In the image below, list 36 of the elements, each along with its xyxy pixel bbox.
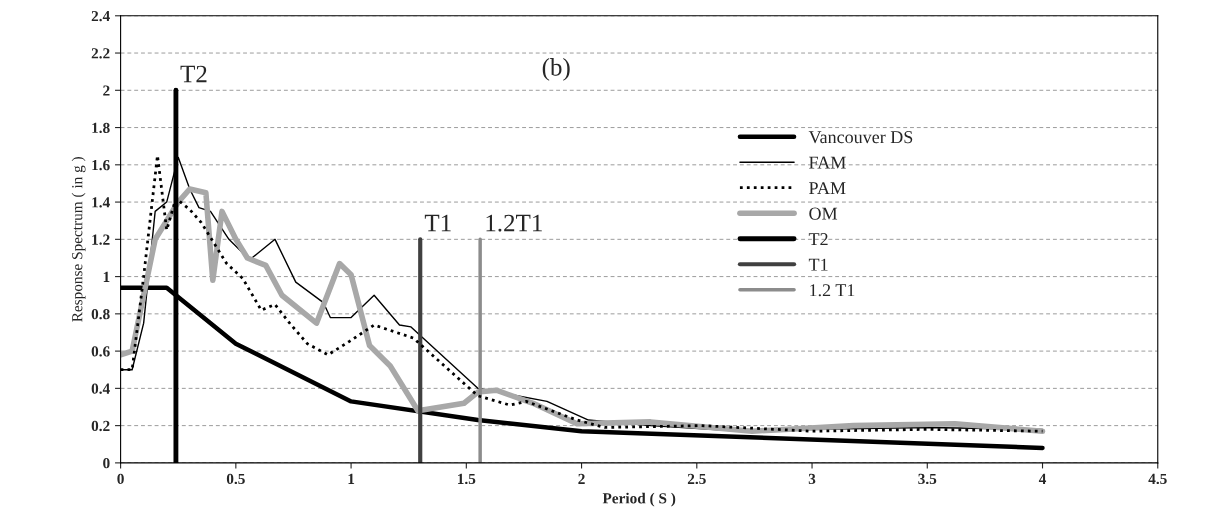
- legend-label: PAM: [809, 182, 846, 195]
- y-tick-label: 1.4: [92, 197, 110, 208]
- x-tick-label: 4.5: [1148, 473, 1167, 485]
- annotation: 1.2T1: [486, 214, 542, 232]
- y-tick-label: 0.6: [91, 346, 110, 357]
- legend-label: FAM: [809, 156, 846, 169]
- y-tick-label: 2.4: [91, 10, 110, 22]
- y-tick-label: 2.2: [91, 48, 110, 59]
- annotation: (b): [542, 58, 570, 81]
- legend-label: OM: [809, 207, 838, 220]
- legend-label: T1: [808, 258, 828, 271]
- annotation: T1: [424, 214, 451, 232]
- x-axis-title: Period ( S ): [602, 492, 676, 507]
- x-tick-label: 2.5: [687, 473, 706, 485]
- y-tick-label: 1.8: [92, 122, 110, 134]
- x-tick-label: 0: [117, 473, 124, 485]
- x-tick-label: 3: [808, 473, 816, 485]
- x-tick-label: 4: [1038, 473, 1047, 484]
- y-tick-label: 0.8: [91, 308, 110, 320]
- y-tick-label: 0.4: [91, 383, 110, 394]
- y-tick-label: 2: [103, 85, 110, 96]
- y-tick-label: 0: [103, 458, 110, 469]
- y-axis-title: Response Spectrum ( in g ): [71, 157, 86, 322]
- legend-label: 1.2 T1: [810, 284, 855, 297]
- x-tick-label: 1.5: [458, 473, 476, 485]
- y-tick-label: 0.2: [91, 420, 110, 432]
- x-tick-label: 3.5: [918, 473, 937, 485]
- legend-label: Vancouver DS: [808, 131, 913, 144]
- y-tick-label: 1.6: [92, 160, 110, 171]
- y-tick-label: 1: [103, 271, 110, 282]
- x-tick-label: 0.5: [226, 473, 245, 485]
- x-tick-label: 1: [348, 473, 355, 484]
- y-tick-label: 1.2: [92, 234, 110, 245]
- legend-label: T2: [808, 233, 828, 246]
- annotation: T2: [180, 65, 207, 83]
- x-tick-label: 2: [578, 473, 585, 484]
